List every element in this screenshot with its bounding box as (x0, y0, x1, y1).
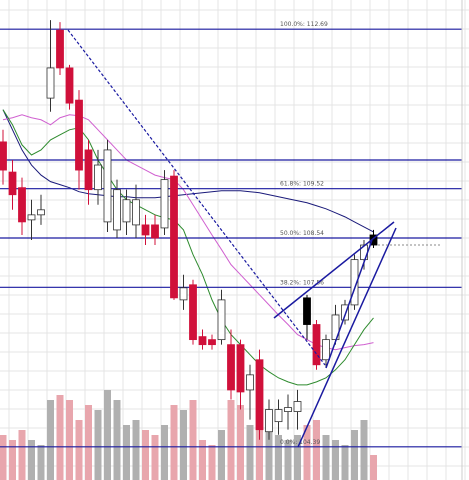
candle-body (132, 199, 140, 226)
volume-bar (265, 430, 273, 480)
volume-bar (227, 400, 235, 480)
volume-bar (284, 440, 292, 480)
volume-layer (0, 390, 377, 480)
candle-body (217, 299, 226, 341)
volume-bar (237, 405, 244, 480)
fib-label: 38.2%: 107.56 (280, 279, 324, 286)
candle-body (284, 407, 292, 412)
volume-bar (341, 445, 349, 480)
trend-line (325, 239, 373, 369)
volume-bar (370, 455, 377, 480)
volume-bar (0, 435, 7, 480)
candle-body (94, 164, 102, 191)
candle-body (189, 284, 197, 341)
candle-body (322, 339, 330, 361)
volume-bar (246, 425, 254, 480)
candle-body (8, 171, 17, 196)
candle-body (246, 374, 254, 391)
volume-bar (180, 410, 187, 480)
trend-line (67, 29, 326, 366)
volume-bar (66, 400, 73, 480)
candle-body (227, 344, 235, 391)
fib-label: 100.0%: 112.69 (280, 21, 328, 28)
volume-bar (161, 425, 168, 480)
volume-bar (322, 435, 330, 480)
volume-bar (199, 440, 206, 480)
candle-body (37, 209, 45, 216)
volume-bar (360, 420, 368, 480)
candle-body (265, 409, 273, 433)
volume-bar (56, 395, 64, 480)
volume-bar (47, 400, 54, 480)
volume-bar (113, 400, 121, 480)
volume-bar (303, 425, 311, 480)
moving-average (2, 109, 374, 233)
candle-body (151, 224, 159, 239)
volume-bar (9, 440, 16, 480)
ma-layer (2, 109, 374, 386)
candle-body (236, 344, 245, 393)
volume-bar (85, 405, 92, 480)
volume-bar (189, 400, 197, 480)
volume-bar (132, 420, 140, 480)
candle-layer (0, 20, 378, 440)
candle-body (27, 214, 36, 221)
volume-bar (170, 405, 178, 480)
volume-bar (218, 430, 225, 480)
volume-bar (75, 420, 83, 480)
candle-body (84, 149, 93, 191)
volume-bar (256, 415, 263, 480)
candle-body (65, 67, 74, 104)
trend-line (273, 221, 395, 319)
volume-bar (351, 430, 358, 480)
volume-bar (313, 420, 320, 480)
moving-average (2, 109, 374, 386)
moving-average (2, 114, 374, 351)
volume-bar (151, 435, 159, 480)
candle-body (0, 141, 7, 171)
volume-bar (208, 445, 216, 480)
volume-bar (332, 440, 339, 480)
candle-body (179, 287, 188, 301)
candle-body (293, 401, 302, 412)
candle-body (75, 99, 83, 171)
volume-bar (94, 410, 102, 480)
volume-bar (123, 425, 130, 480)
volume-bar (142, 430, 149, 480)
candle-body (160, 179, 169, 229)
candle-body (46, 67, 55, 99)
candle-body (255, 359, 264, 431)
fib-label: 61.8%: 109.52 (280, 181, 324, 188)
candle-body (56, 29, 64, 69)
volume-bar (104, 390, 111, 480)
candle-body (369, 234, 378, 246)
candle-body (103, 149, 112, 223)
volume-bar (37, 445, 45, 480)
trend-line (297, 227, 397, 448)
candle-body (141, 224, 150, 236)
fib-label: 50.0%: 108.54 (280, 230, 324, 237)
candle-body (350, 259, 359, 306)
volume-bar (275, 435, 282, 480)
candle-body (113, 189, 121, 231)
candle-body (122, 199, 131, 223)
volume-bar (294, 435, 301, 480)
candle-body (170, 175, 178, 299)
candle-body (208, 339, 216, 346)
candle-body (303, 297, 311, 325)
volume-bar (28, 440, 35, 480)
candle-body (18, 187, 26, 223)
candle-body (341, 304, 349, 321)
volume-bar (18, 430, 26, 480)
candle-body (274, 409, 283, 423)
candle-body (198, 336, 207, 346)
candle-body (312, 324, 321, 366)
